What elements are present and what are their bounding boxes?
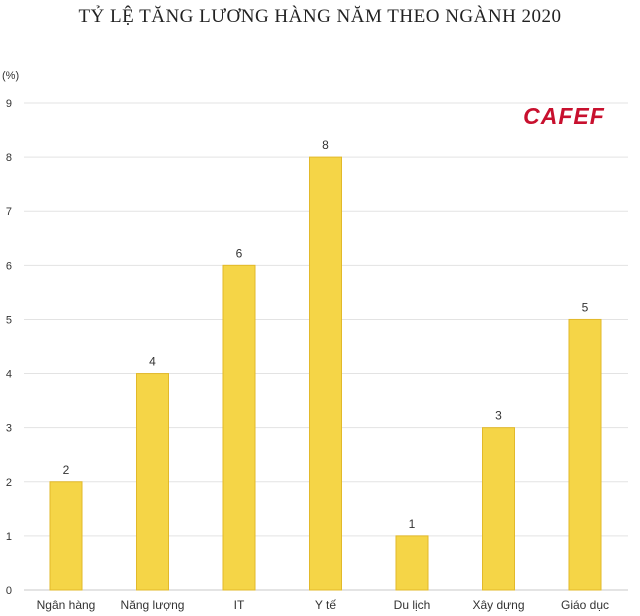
bar [136,373,169,591]
x-tick-label: Giáo dục [561,598,609,612]
y-axis-unit-label: (%) [2,70,20,82]
x-tick-label: Du lịch [394,598,431,612]
x-axis-ticks: Ngân hàng Năng lượng IT Y tế Du lịch Xây dựng… [37,598,609,612]
bar [309,156,342,591]
y-tick-label: 2 [6,477,12,489]
y-tick-label: 6 [6,260,12,272]
data-label: 5 [582,300,589,314]
bar [482,427,515,591]
y-tick-label: 3 [6,423,12,435]
cafef-logo: CAFEF [500,103,628,127]
y-tick-label: 8 [6,152,12,164]
bar [568,318,602,591]
data-label: 1 [409,517,416,531]
bar [222,264,256,591]
data-label: 8 [322,138,329,152]
data-label: 2 [63,463,70,477]
y-tick-label: 0 [6,585,12,597]
data-labels: 2 4 6 8 1 3 5 [63,138,589,531]
bars [49,156,602,591]
y-tick-label: 4 [6,369,12,381]
x-tick-label: Ngân hàng [37,598,96,612]
y-axis-ticks: 0 1 2 3 4 5 6 7 8 9 [6,98,12,597]
logo-text: CAFEF [523,103,605,127]
x-tick-label: Y tế [315,598,336,612]
y-tick-label: 5 [6,314,12,326]
bar [395,535,429,591]
chart-title: TỶ LỆ TĂNG LƯƠNG HÀNG NĂM THEO NGÀNH 202… [78,6,562,27]
x-tick-label: Năng lượng [121,598,185,612]
x-tick-label: Xây dựng [472,598,524,612]
data-label: 3 [495,409,502,423]
data-label: 6 [236,246,243,260]
x-tick-label: IT [234,598,245,612]
data-label: 4 [149,355,156,369]
bar [49,481,83,591]
y-tick-label: 9 [6,98,12,110]
y-tick-label: 7 [6,206,12,218]
y-tick-label: 1 [6,531,12,543]
